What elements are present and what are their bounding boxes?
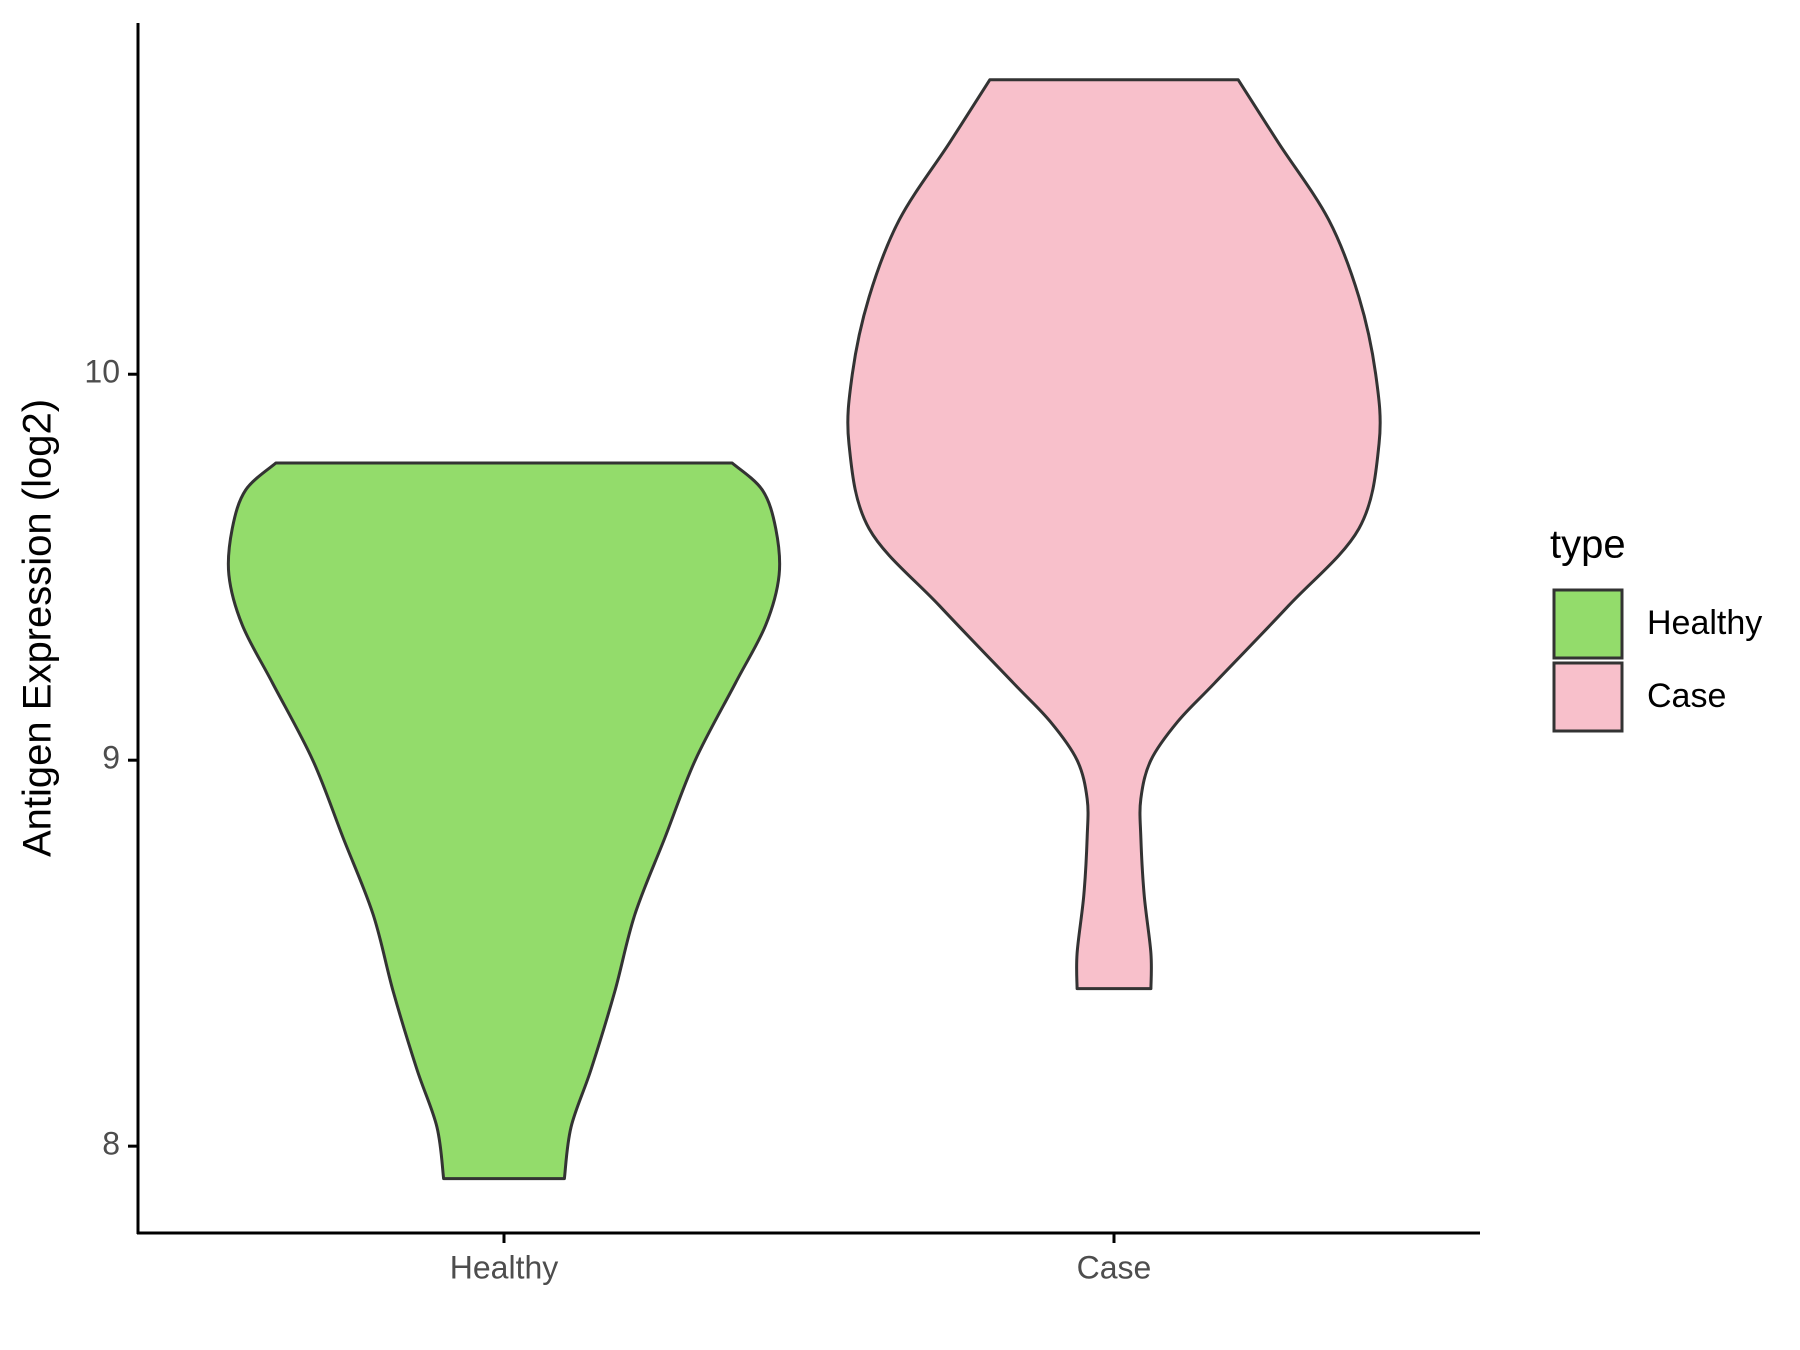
violin xyxy=(226,461,782,1181)
y-tick-label: 9 xyxy=(102,740,120,776)
legend-key xyxy=(1552,661,1624,733)
legend-title: type xyxy=(1550,523,1626,567)
y-axis-title: Antigen Expression (log2) xyxy=(16,399,60,857)
legend-label: Healthy xyxy=(1647,604,1762,642)
x-tick-label: Healthy xyxy=(450,1249,559,1285)
y-tick-label: 10 xyxy=(84,354,120,390)
legend-key xyxy=(1552,588,1624,660)
x-tick-label: Case xyxy=(1077,1249,1152,1285)
violin xyxy=(846,78,1382,991)
y-tick-label: 8 xyxy=(102,1126,120,1162)
legend-label: Case xyxy=(1647,677,1726,715)
